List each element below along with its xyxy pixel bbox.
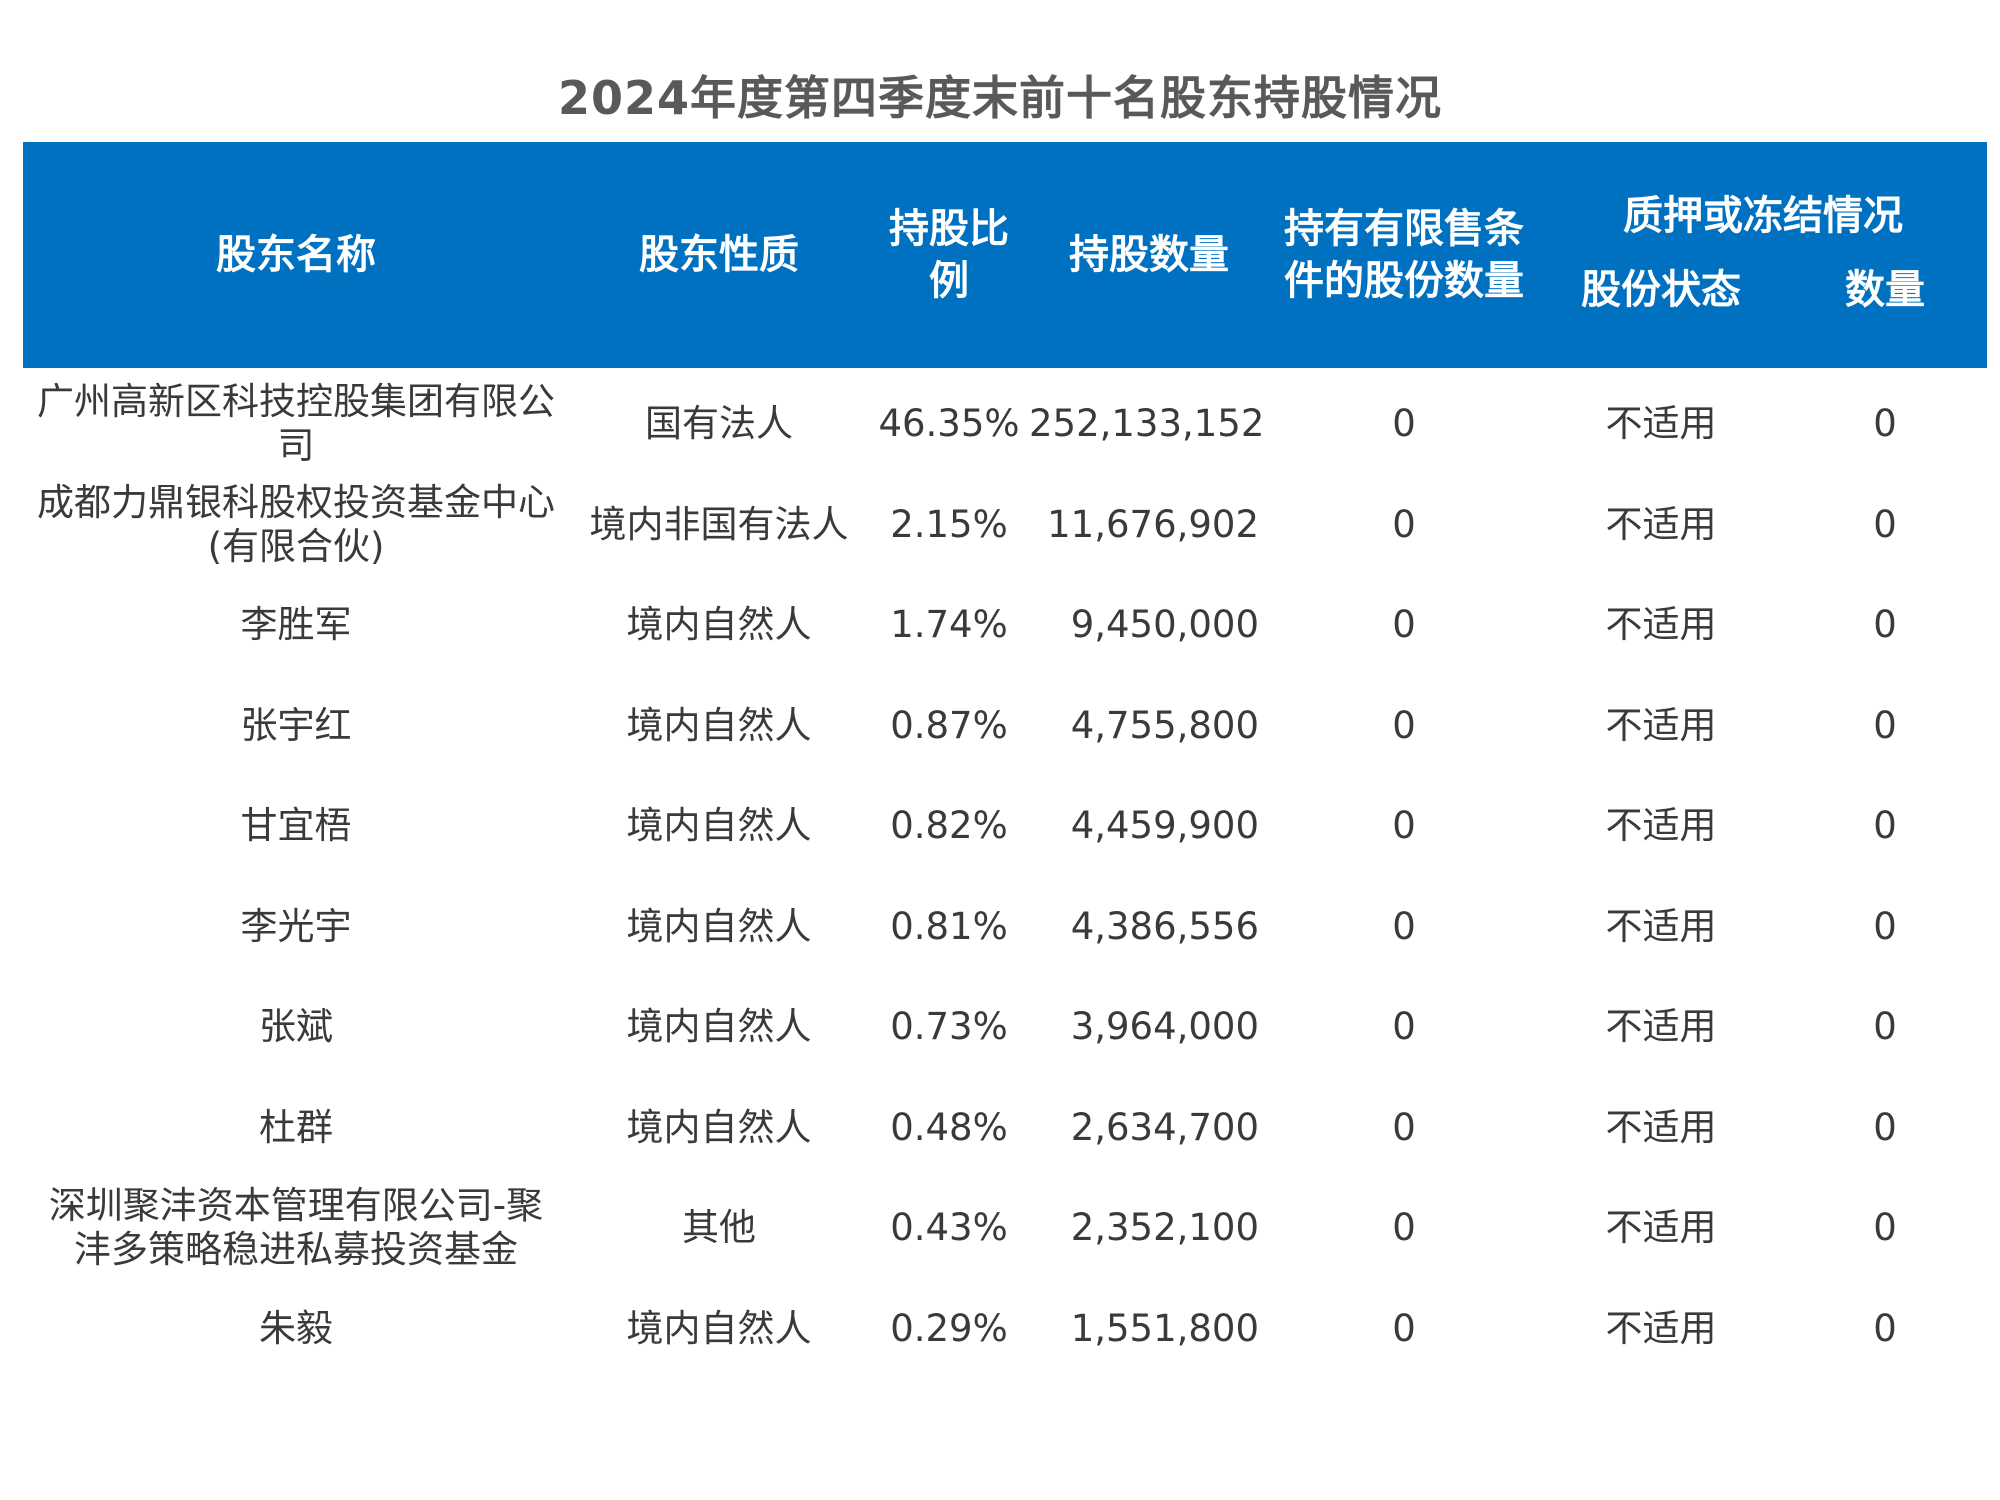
table-row: 李胜军 境内自然人 1.74% 9,450,000 0 不适用 0 (23, 575, 1987, 676)
cell-holding-ratio: 0.82% (890, 804, 1008, 848)
cell-shareholder-name: 深圳聚沣资本管理有限公司-聚沣多策略稳进私募投资基金 (48, 1184, 544, 1272)
cell-shares-held: 2,352,100 (1070, 1206, 1259, 1250)
table-header: 股东名称 股东性质 持股比例 持股数量 持有有限售条件的股份数量 质押或冻结情况… (23, 142, 1987, 368)
cell-shares-held: 4,386,556 (1070, 904, 1259, 948)
table-row: 成都力鼎银科股权投资基金中心(有限合伙) 境内非国有法人 2.15% 11,67… (23, 475, 1987, 576)
cell-shares-held: 3,964,000 (1070, 1005, 1259, 1049)
table-row: 甘宜梧 境内自然人 0.82% 4,459,900 0 不适用 0 (23, 776, 1987, 877)
cell-share-status: 不适用 (1605, 804, 1717, 848)
header-shareholder-nature: 股东性质 (569, 142, 869, 368)
cell-shareholder-nature: 境内自然人 (626, 1005, 812, 1049)
cell-holding-ratio: 0.87% (890, 703, 1008, 747)
cell-share-status: 不适用 (1605, 703, 1717, 747)
cell-shareholder-nature: 境内自然人 (626, 904, 812, 948)
header-holding-ratio: 持股比例 (869, 142, 1029, 368)
cell-pledge-quantity: 0 (1873, 1206, 1897, 1250)
header-restricted-shares: 持有有限售条件的股份数量 (1269, 142, 1539, 368)
cell-share-status: 不适用 (1605, 1206, 1717, 1250)
table-row: 杜群 境内自然人 0.48% 2,634,700 0 不适用 0 (23, 1078, 1987, 1179)
cell-restricted-shares: 0 (1392, 804, 1416, 848)
cell-shareholder-nature: 境内自然人 (626, 1105, 812, 1149)
cell-pledge-quantity: 0 (1873, 603, 1897, 647)
header-shares-held: 持股数量 (1029, 142, 1269, 368)
cell-share-status: 不适用 (1605, 904, 1717, 948)
cell-holding-ratio: 0.73% (890, 1005, 1008, 1049)
table-body: 广州高新区科技控股集团有限公司 国有法人 46.35% 252,133,152 … (23, 368, 1987, 1379)
cell-pledge-quantity: 0 (1873, 1005, 1897, 1049)
cell-restricted-shares: 0 (1392, 1306, 1416, 1350)
cell-shareholder-nature: 境内自然人 (626, 1306, 812, 1350)
cell-shares-held: 11,676,902 (1047, 502, 1259, 546)
cell-pledge-quantity: 0 (1873, 804, 1897, 848)
cell-share-status: 不适用 (1605, 402, 1717, 446)
cell-shareholder-name: 李光宇 (240, 904, 352, 948)
cell-holding-ratio: 0.48% (890, 1105, 1008, 1149)
cell-shares-held: 4,755,800 (1070, 703, 1259, 747)
cell-shareholder-nature: 境内自然人 (626, 603, 812, 647)
cell-shareholder-nature: 境内非国有法人 (589, 502, 849, 546)
table-row: 深圳聚沣资本管理有限公司-聚沣多策略稳进私募投资基金 其他 0.43% 2,35… (23, 1178, 1987, 1279)
cell-share-status: 不适用 (1605, 603, 1717, 647)
cell-holding-ratio: 0.43% (890, 1206, 1008, 1250)
cell-shareholder-name: 广州高新区科技控股集团有限公司 (37, 380, 555, 468)
cell-shareholder-nature: 境内自然人 (626, 804, 812, 848)
cell-restricted-shares: 0 (1392, 502, 1416, 546)
cell-pledge-quantity: 0 (1873, 1105, 1897, 1149)
header-share-status: 股份状态 (1539, 252, 1783, 368)
cell-shares-held: 2,634,700 (1070, 1105, 1259, 1149)
cell-restricted-shares: 0 (1392, 1005, 1416, 1049)
table-row: 李光宇 境内自然人 0.81% 4,386,556 0 不适用 0 (23, 877, 1987, 978)
cell-shareholder-name: 成都力鼎银科股权投资基金中心(有限合伙) (37, 480, 555, 568)
header-shareholder-name: 股东名称 (23, 142, 569, 368)
header-pledge-freeze-group: 质押或冻结情况 (1539, 142, 1987, 252)
cell-holding-ratio: 0.81% (890, 904, 1008, 948)
cell-restricted-shares: 0 (1392, 603, 1416, 647)
cell-pledge-quantity: 0 (1873, 502, 1897, 546)
shareholders-table: 股东名称 股东性质 持股比例 持股数量 持有有限售条件的股份数量 质押或冻结情况… (23, 142, 1987, 1379)
cell-shareholder-nature: 境内自然人 (626, 703, 812, 747)
cell-holding-ratio: 46.35% (878, 402, 1020, 446)
cell-share-status: 不适用 (1605, 1306, 1717, 1350)
cell-shareholder-nature: 国有法人 (645, 402, 793, 446)
cell-shares-held: 4,459,900 (1070, 804, 1259, 848)
cell-share-status: 不适用 (1605, 502, 1717, 546)
cell-share-status: 不适用 (1605, 1005, 1717, 1049)
cell-pledge-quantity: 0 (1873, 1306, 1897, 1350)
cell-pledge-quantity: 0 (1873, 703, 1897, 747)
cell-shares-held: 9,450,000 (1070, 603, 1259, 647)
cell-restricted-shares: 0 (1392, 402, 1416, 446)
table-row: 朱毅 境内自然人 0.29% 1,551,800 0 不适用 0 (23, 1279, 1987, 1380)
cell-restricted-shares: 0 (1392, 1105, 1416, 1149)
cell-holding-ratio: 1.74% (890, 603, 1008, 647)
cell-pledge-quantity: 0 (1873, 904, 1897, 948)
cell-restricted-shares: 0 (1392, 1206, 1416, 1250)
cell-share-status: 不适用 (1605, 1105, 1717, 1149)
header-pledge-quantity: 数量 (1783, 252, 1987, 368)
cell-shares-held: 252,133,152 (1029, 402, 1265, 446)
cell-shareholder-nature: 其他 (682, 1206, 756, 1250)
cell-holding-ratio: 0.29% (890, 1306, 1008, 1350)
cell-pledge-quantity: 0 (1873, 402, 1897, 446)
cell-shareholder-name: 甘宜梧 (240, 804, 352, 848)
cell-restricted-shares: 0 (1392, 703, 1416, 747)
cell-shareholder-name: 朱毅 (259, 1306, 333, 1350)
cell-restricted-shares: 0 (1392, 904, 1416, 948)
page-title: 2024年度第四季度末前十名股东持股情况 (557, 71, 1443, 125)
cell-shareholder-name: 李胜军 (240, 603, 352, 647)
table-row: 张宇红 境内自然人 0.87% 4,755,800 0 不适用 0 (23, 676, 1987, 777)
cell-shareholder-name: 杜群 (259, 1105, 333, 1149)
table-row: 张斌 境内自然人 0.73% 3,964,000 0 不适用 0 (23, 977, 1987, 1078)
cell-shareholder-name: 张斌 (259, 1005, 333, 1049)
cell-shares-held: 1,551,800 (1070, 1306, 1259, 1350)
cell-shareholder-name: 张宇红 (240, 703, 352, 747)
table-row: 广州高新区科技控股集团有限公司 国有法人 46.35% 252,133,152 … (23, 368, 1987, 475)
cell-holding-ratio: 2.15% (890, 502, 1008, 546)
